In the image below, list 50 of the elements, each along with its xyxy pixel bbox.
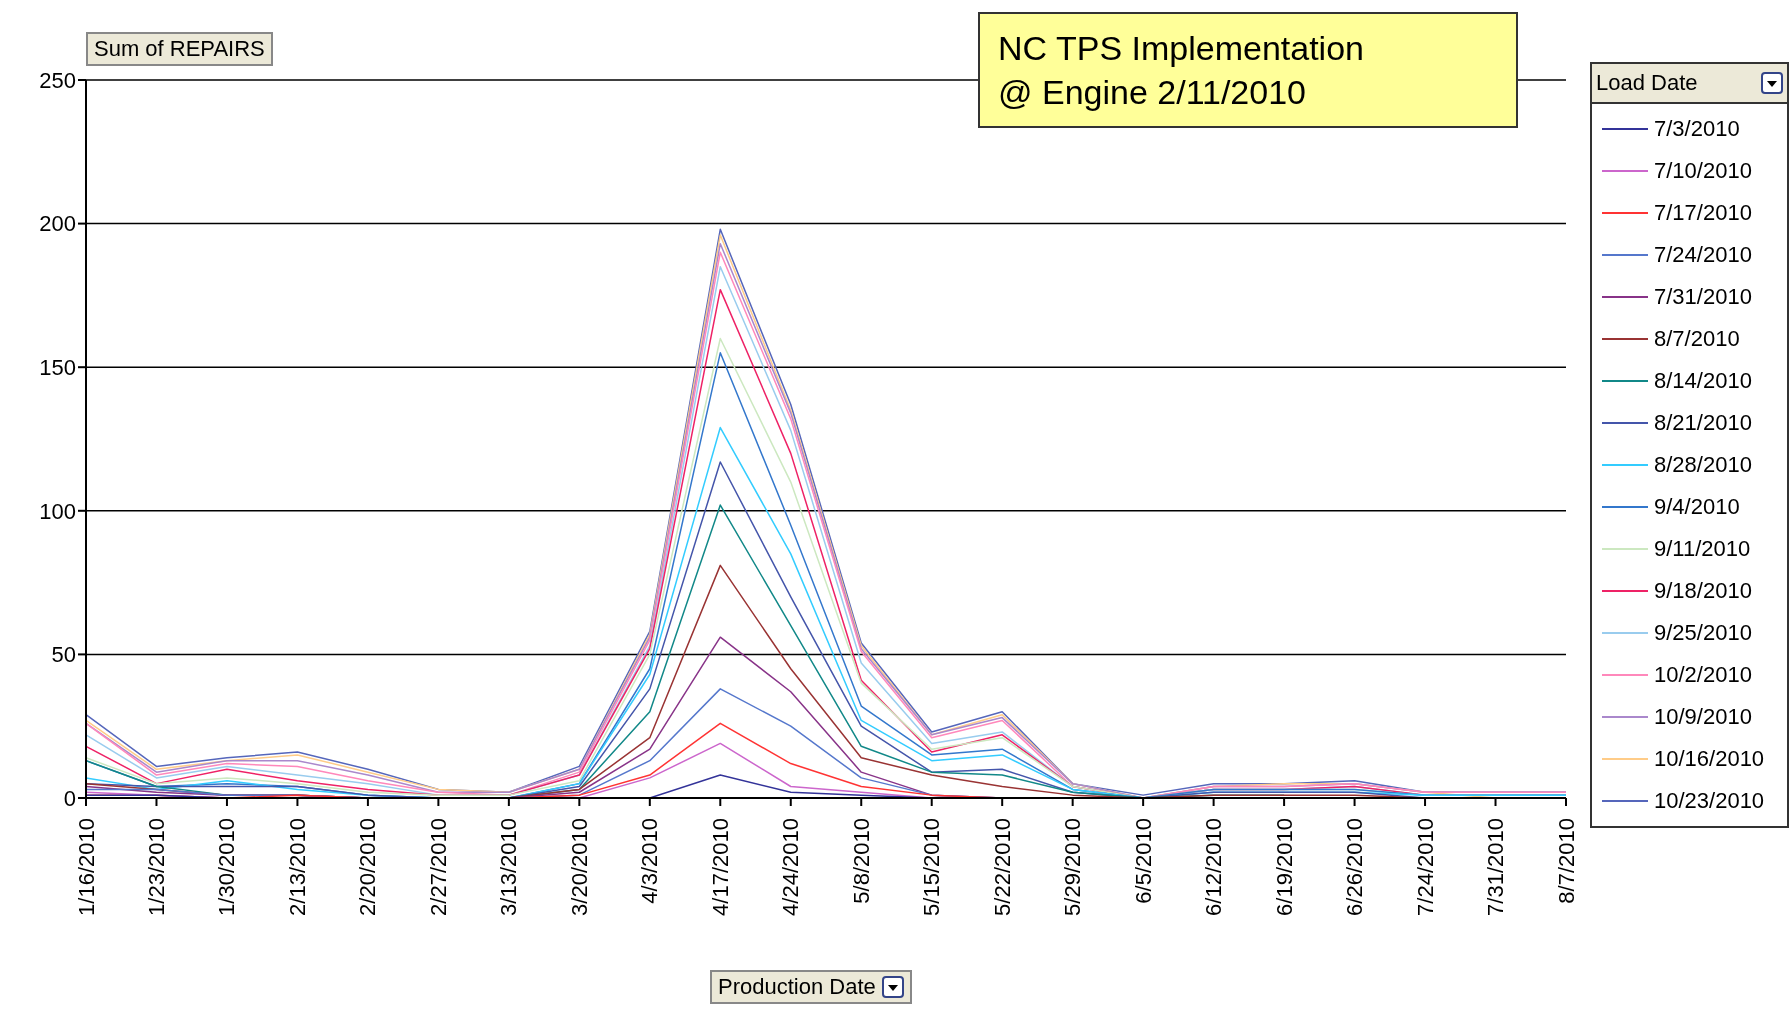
y-tick-label: 150 (39, 355, 76, 381)
x-tick-label: 1/16/2010 (73, 818, 99, 916)
legend-label: 7/24/2010 (1654, 242, 1752, 268)
legend-label: 9/18/2010 (1654, 578, 1752, 604)
x-tick-label: 4/24/2010 (778, 818, 804, 916)
legend-label: 9/11/2010 (1654, 536, 1751, 562)
x-tick-label: 5/8/2010 (848, 818, 874, 904)
y-axis-title: Sum of REPAIRS (86, 32, 273, 66)
y-tick-label: 100 (39, 498, 76, 524)
x-tick-label: 4/17/2010 (707, 818, 733, 916)
x-tick-label: 4/3/2010 (637, 818, 663, 904)
x-tick-label: 7/31/2010 (1483, 818, 1509, 916)
x-tick-label: 6/26/2010 (1342, 818, 1368, 916)
legend-label: 8/7/2010 (1654, 326, 1740, 352)
x-tick-label: 6/5/2010 (1130, 818, 1156, 904)
y-tick-label: 0 (63, 785, 76, 811)
legend-label: 10/23/2010 (1654, 788, 1765, 814)
legend-label: 7/17/2010 (1654, 200, 1752, 226)
legend-label: 8/21/2010 (1654, 410, 1752, 436)
legend-label: 10/2/2010 (1654, 662, 1752, 688)
legend-label: 7/31/2010 (1654, 284, 1752, 310)
x-tick-label: 8/7/2010 (1553, 818, 1579, 904)
legend-label: 8/28/2010 (1654, 452, 1752, 478)
x-axis-title: Production Date (718, 974, 876, 1000)
x-tick-label: 6/19/2010 (1271, 818, 1297, 916)
x-tick-label: 2/27/2010 (425, 818, 451, 916)
x-tick-label: 5/22/2010 (989, 818, 1015, 916)
x-tick-label: 5/29/2010 (1060, 818, 1086, 916)
x-tick-label: 6/12/2010 (1201, 818, 1227, 916)
legend-label: 7/3/2010 (1654, 116, 1740, 142)
legend-label: 7/10/2010 (1654, 158, 1752, 184)
x-tick-label: 5/15/2010 (919, 818, 945, 916)
legend-label: 9/4/2010 (1654, 494, 1740, 520)
x-tick-label: 1/30/2010 (214, 818, 240, 916)
y-tick-label: 250 (39, 67, 76, 93)
x-tick-label: 3/20/2010 (566, 818, 592, 916)
x-tick-label: 1/23/2010 (143, 818, 169, 916)
title-box: NC TPS Implementation @ Engine 2/11/2010 (978, 12, 1518, 128)
legend-label: 8/14/2010 (1654, 368, 1752, 394)
x-tick-label: 2/20/2010 (355, 818, 381, 916)
x-tick-label: 7/24/2010 (1412, 818, 1438, 916)
x-tick-label: 3/13/2010 (496, 818, 522, 916)
legend-title: Load Date (1596, 70, 1698, 96)
legend-label: 10/9/2010 (1654, 704, 1752, 730)
legend-label: 9/25/2010 (1654, 620, 1752, 646)
x-tick-label: 2/13/2010 (284, 818, 310, 916)
y-tick-label: 200 (39, 211, 76, 237)
y-tick-label: 50 (51, 642, 76, 668)
chart-title: NC TPS Implementation @ Engine 2/11/2010 (998, 28, 1365, 113)
legend-label: 10/16/2010 (1654, 746, 1765, 772)
